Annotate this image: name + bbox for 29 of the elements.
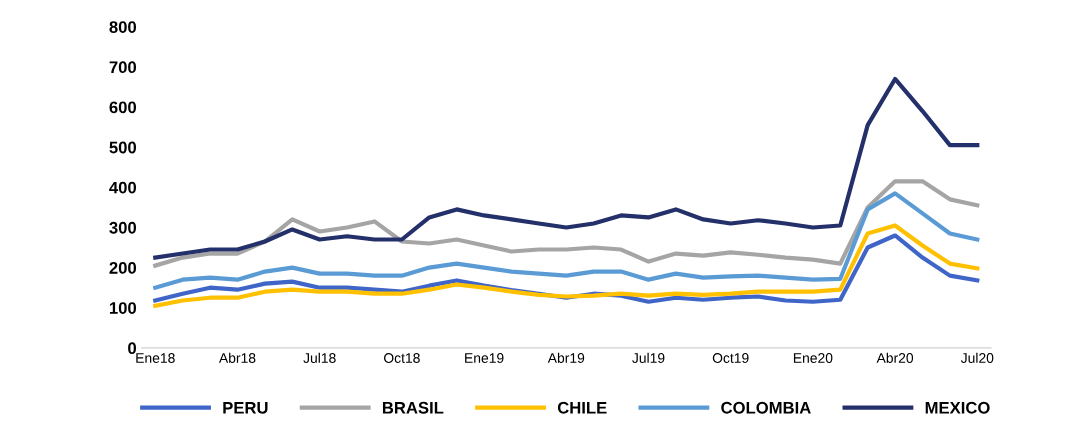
x-tick-label: Jul19 (632, 352, 665, 363)
y-tick-label: 700 (109, 61, 137, 74)
x-tick-label: Ene19 (465, 353, 504, 363)
x-tick-label: Abr18 (218, 352, 256, 363)
line-series (153, 191, 980, 290)
y-tick-label: 300 (109, 221, 137, 234)
legend-label: COLOMBIA (721, 401, 811, 414)
x-tick-label: Oct19 (712, 353, 749, 363)
y-tick-label: 200 (109, 262, 137, 274)
y-tick-label: 0 (128, 342, 137, 355)
y-tick-label: 500 (109, 141, 137, 154)
legend-label: CHILE (557, 401, 607, 414)
x-tick-label: Abr20 (876, 352, 914, 363)
y-tick-label: 600 (109, 101, 137, 114)
legend-label: BRASIL (382, 401, 444, 414)
line-series (153, 179, 980, 268)
line-series (153, 76, 980, 260)
x-tick-label: Ene20 (793, 353, 833, 363)
legend-label: MEXICO (925, 401, 990, 414)
x-tick-label: Ene18 (136, 353, 175, 363)
x-tick-label: Jul18 (303, 352, 336, 363)
x-tick-label: Jul20 (960, 352, 994, 363)
y-tick-label: 800 (109, 21, 137, 33)
y-tick-label: 100 (109, 302, 137, 314)
x-tick-label: Abr19 (547, 352, 585, 363)
line-series (153, 223, 980, 308)
y-tick-label: 400 (109, 181, 137, 194)
x-tick-label: Oct18 (384, 353, 420, 363)
legend-label: PERU (223, 402, 268, 414)
